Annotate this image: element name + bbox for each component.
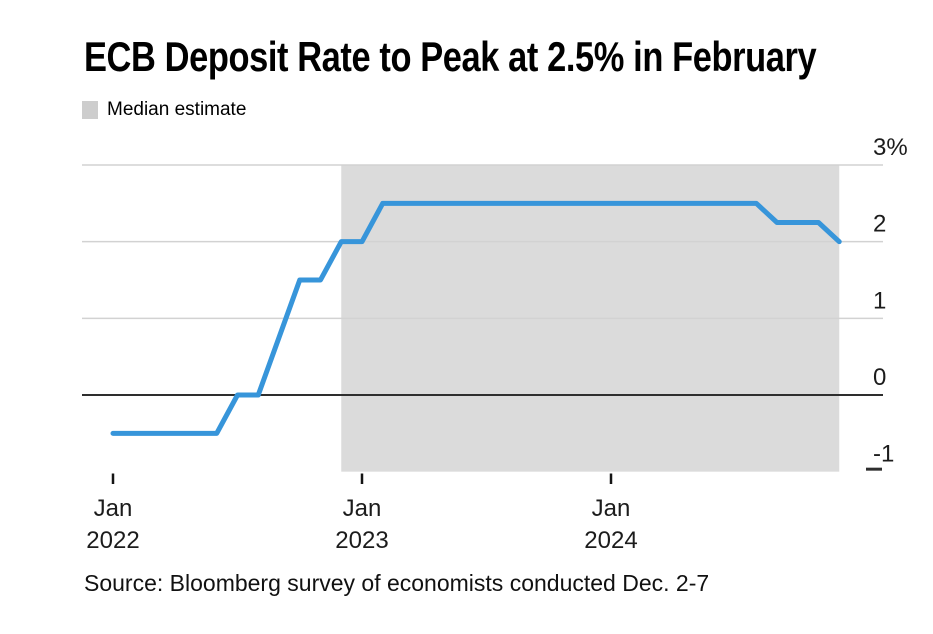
- legend-swatch-median-estimate: [82, 101, 98, 119]
- y-axis-label-2: 2: [873, 211, 886, 238]
- x-axis-label-year-2023: 2023: [335, 527, 388, 554]
- y-axis-label--1: -1: [873, 441, 894, 468]
- line-chart-plot: 3% 2 1 0 -1 Jan 2022 Jan 2023 Jan 2024: [82, 134, 908, 554]
- y-axis-label-1: 1: [873, 287, 886, 314]
- x-axis-label-year-2022: 2022: [86, 527, 139, 554]
- y-axis-label-0: 0: [873, 364, 886, 391]
- y-axis-label-3%: 3%: [873, 134, 908, 161]
- x-axis-label-month-2022: Jan: [94, 495, 133, 522]
- chart-title: ECB Deposit Rate to Peak at 2.5% in Febr…: [84, 33, 817, 80]
- legend-label: Median estimate: [107, 99, 247, 120]
- x-axis-label-month-2024: Jan: [592, 495, 631, 522]
- legend: Median estimate: [82, 100, 246, 120]
- x-axis-label-month-2023: Jan: [343, 495, 382, 522]
- source-note: Source: Bloomberg survey of economists c…: [84, 570, 710, 596]
- rate-line-series-0: [110, 200, 842, 436]
- x-axis-label-year-2024: 2024: [584, 527, 637, 554]
